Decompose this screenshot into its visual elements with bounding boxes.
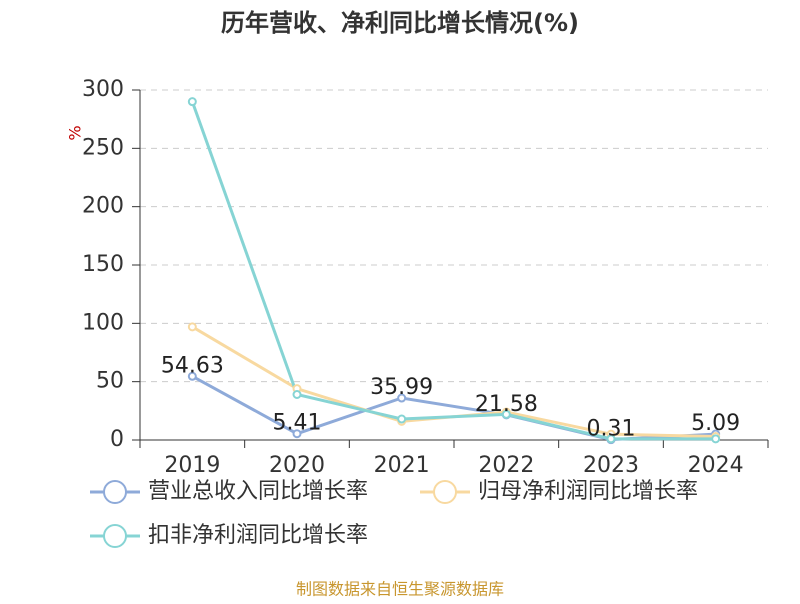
legend-label: 营业总收入同比增长率: [148, 479, 368, 504]
y-tick-label: 200: [82, 194, 124, 219]
data-point: [292, 390, 302, 399]
x-tick-label: 2021: [374, 453, 430, 478]
y-tick-label: 50: [96, 369, 124, 394]
chart-title: 历年营收、净利同比增长情况(%): [221, 9, 579, 37]
data-point: [292, 429, 302, 439]
data-label: 0.31: [587, 417, 636, 442]
data-label: 35.99: [370, 375, 433, 400]
legend-label: 扣非净利润同比增长率: [148, 523, 368, 548]
y-tick-label: 250: [82, 135, 124, 160]
x-tick-label: 2020: [269, 453, 325, 478]
y-tick-label: 100: [82, 310, 124, 335]
y-axis-label: %: [66, 125, 85, 140]
x-tick-label: 2024: [688, 453, 744, 478]
data-point: [397, 393, 407, 403]
series-line: [190, 101, 716, 441]
y-tick-label: 0: [110, 427, 124, 452]
y-tick-label: 150: [82, 252, 124, 277]
data-point: [606, 434, 616, 444]
data-point: [397, 414, 407, 424]
data-point: [501, 409, 511, 419]
legend-marker: [103, 524, 127, 548]
source-note: 制图数据来自恒生聚源数据库: [296, 580, 504, 599]
x-tick-label: 2022: [478, 453, 534, 478]
y-tick-label: 300: [82, 77, 124, 102]
series-line: [191, 374, 716, 442]
legend-label: 归母净利润同比增长率: [478, 479, 698, 504]
data-point: [187, 97, 197, 107]
data-point: [187, 322, 197, 332]
data-point: [711, 434, 721, 444]
data-label: 5.09: [691, 411, 740, 436]
data-label: 5.41: [273, 411, 322, 436]
legend-marker: [103, 480, 127, 504]
x-tick-label: 2023: [583, 453, 639, 478]
legend-marker: [433, 480, 457, 504]
data-label: 21.58: [475, 392, 538, 417]
data-label: 54.63: [161, 353, 224, 378]
x-tick-label: 2019: [164, 453, 220, 478]
data-point: [187, 371, 197, 381]
